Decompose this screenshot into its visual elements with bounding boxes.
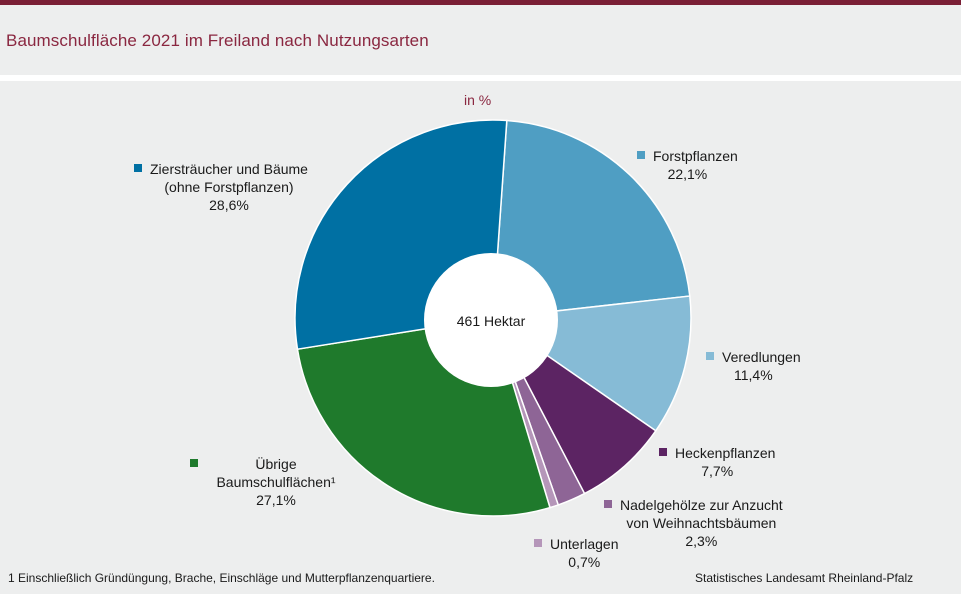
label-forstpflanzen: Forstpflanzen 22,1% (637, 147, 738, 183)
header (0, 5, 961, 75)
chart-title: Baumschulfläche 2021 im Freiland nach Nu… (6, 31, 429, 50)
label-forstpflanzen-value: 22,1% (667, 166, 708, 182)
label-uebrige-line2: Baumschulflächen¹ (216, 474, 336, 490)
label-ziergehoelze-line2: (ohne Forstpflanzen) (164, 179, 294, 195)
label-nadelgehoelze-value: 2,3% (685, 533, 718, 549)
label-uebrige-line1: Übrige (255, 456, 297, 472)
label-nadelgehoelze-line2: von Weihnachtsbäumen (626, 515, 777, 531)
label-veredlungen-name: Veredlungen (722, 349, 801, 365)
swatch-heckenpflanzen (659, 448, 667, 457)
swatch-unterlagen (534, 539, 542, 548)
swatch-uebrige (190, 459, 198, 468)
label-veredlungen-value: 11,4% (733, 367, 773, 383)
donut-hole (424, 253, 558, 387)
label-unterlagen-value: 0,7% (568, 554, 601, 570)
pie-slice-forst (492, 119, 691, 319)
label-unterlagen-name: Unterlagen (550, 536, 619, 552)
top-accent-bar (0, 0, 961, 5)
label-ziergehoelze-value: 28,6% (209, 197, 249, 213)
label-heckenpflanzen: Heckenpflanzen 7,7% (659, 444, 775, 480)
label-unterlagen: Unterlagen 0,7% (534, 535, 619, 571)
divider (0, 75, 961, 81)
label-heckenpflanzen-value: 7,7% (701, 463, 734, 479)
center-label: 461 Hektar (456, 313, 526, 329)
label-ziergehoelze-line1: Ziersträucher und Bäume (150, 161, 308, 177)
label-ziergehoelze: Ziersträucher und Bäume (ohne Forstpflan… (134, 160, 308, 214)
label-uebrige-value: 27,1% (256, 492, 296, 508)
swatch-ziergehoelze (134, 164, 142, 173)
label-nadelgehoelze: Nadelgehölze zur Anzucht von Weihnachtsb… (604, 496, 783, 550)
footnote: 1 Einschließlich Gründüngung, Brache, Ei… (8, 571, 435, 585)
swatch-nadelgehoelze (604, 500, 612, 509)
label-uebrige: Übrige Baumschulflächen¹ 27,1% (190, 455, 346, 509)
label-nadelgehoelze-line1: Nadelgehölze zur Anzucht (620, 497, 783, 513)
label-heckenpflanzen-name: Heckenpflanzen (675, 445, 776, 461)
swatch-veredlungen (706, 352, 714, 361)
source: Statistisches Landesamt Rheinland-Pfalz (695, 571, 914, 585)
label-forstpflanzen-name: Forstpflanzen (653, 148, 738, 164)
label-veredlungen: Veredlungen 11,4% (706, 348, 801, 384)
unit-label: in % (464, 92, 492, 108)
swatch-forstpflanzen (637, 151, 645, 160)
